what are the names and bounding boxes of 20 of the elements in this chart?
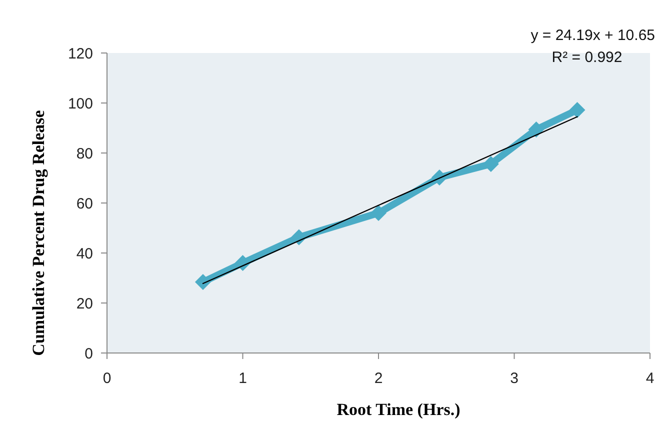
y-tick-label: 100 — [68, 95, 93, 112]
y-tick-label: 60 — [76, 195, 93, 212]
text: y = 24.19x + 10.65 — [530, 27, 655, 44]
y-tick-label: 120 — [68, 45, 93, 62]
y-tick-label: 40 — [76, 245, 93, 262]
x-tick-label: 0 — [102, 370, 112, 387]
y-axis-title: Cumulative Percent Drug Release — [29, 110, 48, 356]
annotation: R² = 0.992 — [552, 49, 622, 66]
y-tick-label: 20 — [76, 295, 93, 312]
x-tick-label: 1 — [238, 370, 247, 387]
point — [194, 274, 211, 290]
x-tick-label: 3 — [510, 370, 518, 387]
x-tick-label: 2 — [374, 370, 383, 387]
point — [528, 122, 544, 138]
y-tick-label: 80 — [76, 145, 93, 162]
point — [569, 102, 586, 118]
x-tick-label: 4 — [646, 370, 654, 387]
point — [370, 205, 386, 221]
y-tick-label: 0 — [84, 345, 93, 362]
x-axis-title: Root Time (Hrs.) — [336, 400, 460, 419]
